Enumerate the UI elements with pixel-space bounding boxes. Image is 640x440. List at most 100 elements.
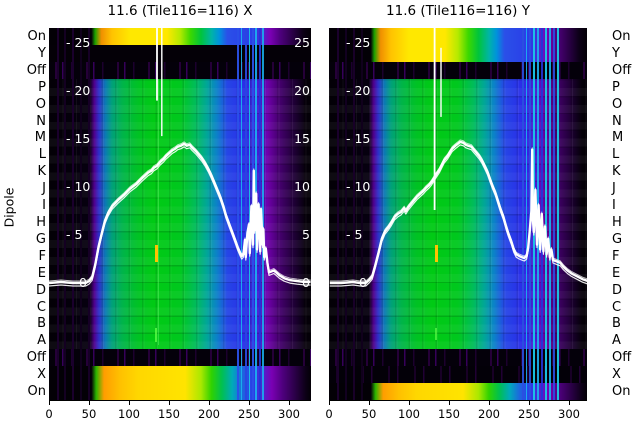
heatmap-band-hot2 (49, 366, 311, 400)
inner-tick-left-0: 0 (79, 275, 87, 290)
x-tick-label-300: 300 (278, 407, 300, 421)
x-axis-spine-x (49, 400, 311, 401)
heatmap-mark-1 (435, 328, 437, 340)
x-axis-spine-y (329, 400, 587, 401)
x-tick-250 (249, 401, 250, 405)
row-label-right-l-7: L (612, 147, 620, 163)
x-tick-100 (409, 401, 410, 405)
x-tick-200 (489, 401, 490, 405)
inner-tick-left-20: - 20 (346, 83, 371, 98)
inner-tick-right-5: 5 (302, 227, 310, 242)
row-label-right-x-20: X (612, 367, 621, 383)
inner-tick-left-5: - 5 (346, 227, 363, 242)
inner-tick-left-15: - 15 (346, 131, 371, 146)
row-label-right-o-4: O (612, 96, 623, 112)
row-label-right-m-6: M (612, 130, 624, 146)
heatmap-panel-x: - 25 25 - 20 20 - 15 15 - 10 10 - 5 5 0 0 (49, 28, 311, 400)
inner-tick-left-15: - 15 (66, 131, 91, 146)
row-label-left-d-15: D (35, 282, 46, 298)
row-label-right-a-18: A (612, 333, 621, 349)
inner-tick-right-0: 0 (302, 275, 310, 290)
row-label-left-e-14: E (37, 265, 46, 281)
row-label-left-n-5: N (36, 113, 46, 129)
row-label-left-b-17: B (37, 316, 46, 332)
x-tick-label-100: 100 (118, 407, 140, 421)
heatmap-stripe-7 (245, 28, 247, 400)
row-label-left-c-16: C (36, 299, 46, 315)
row-label-right-j-9: J (612, 181, 616, 197)
inner-tick-left-20: - 20 (66, 83, 91, 98)
x-tick-label-50: 50 (81, 407, 97, 421)
row-label-left-y-1: Y (38, 45, 46, 61)
heatmap-stripe-5 (237, 28, 239, 400)
row-label-left-k-8: K (37, 164, 46, 180)
row-label-right-on-0: On (612, 29, 631, 44)
heatmap-stripe-1 (345, 28, 347, 400)
x-tick-label-0: 0 (325, 407, 333, 421)
heatmap-stripe-8 (248, 28, 250, 400)
heatmap-stripe-4 (88, 28, 90, 400)
curve-strand (49, 146, 311, 287)
row-label-left-f-13: F (38, 248, 46, 264)
inner-tick-left-5: - 5 (66, 227, 83, 242)
heatmap-mark-1 (158, 79, 160, 345)
inner-tick-right-25: 25 (294, 35, 310, 50)
row-label-left-h-11: H (36, 215, 46, 230)
heatmap-band-hot (329, 28, 587, 62)
x-tick-0 (329, 401, 330, 405)
x-tick-250 (529, 401, 530, 405)
heatmap-stripe-3 (80, 28, 82, 400)
x-tick-label-150: 150 (158, 407, 180, 421)
row-label-right-y-1: Y (612, 45, 620, 61)
power-curve-y (329, 28, 587, 287)
heatmap-panel-y: - 25 - 20 - 15 - 10 - 5 0 (329, 28, 587, 400)
right-panel-title: 11.6 (Tile116=116) Y (386, 3, 530, 19)
x-tick-label-0: 0 (45, 407, 53, 421)
row-label-left-i-10: I (42, 198, 46, 213)
heatmap-stripe-13 (556, 28, 559, 400)
x-tick-0 (49, 401, 50, 405)
heatmap-stripe-12 (262, 28, 264, 400)
curve-strand (329, 144, 587, 287)
row-label-left-j-9: J (42, 181, 46, 197)
row-label-left-a-18: A (37, 333, 46, 349)
curve-strand (329, 140, 587, 285)
heatmap-stripe-6 (240, 28, 242, 400)
row-label-left-x-20: X (37, 367, 46, 383)
inner-tick-left-10: - 10 (346, 179, 371, 194)
curve-strand (49, 142, 311, 285)
row-label-right-b-17: B (612, 316, 621, 332)
power-curve-x (49, 28, 311, 287)
row-label-right-f-13: F (612, 248, 620, 264)
row-label-right-n-5: N (612, 113, 622, 129)
x-tick-label-300: 300 (558, 407, 580, 421)
heatmap-stripe-10 (545, 28, 547, 400)
row-label-left-o-4: O (35, 96, 46, 112)
x-tick-label-200: 200 (478, 407, 500, 421)
x-tick-300 (289, 401, 290, 405)
curve-strand (49, 141, 311, 282)
row-label-left-on-21: On (27, 384, 46, 399)
inner-tick-right-10: 10 (294, 179, 310, 194)
inner-tick-left-10: - 10 (66, 179, 91, 194)
row-label-right-off-19: Off (612, 350, 632, 366)
row-label-right-e-14: E (612, 265, 621, 281)
inner-tick-left-0: 0 (359, 275, 367, 290)
x-tick-label-150: 150 (438, 407, 460, 421)
row-label-left-m-6: M (34, 130, 46, 146)
heatmap-mark-0 (155, 245, 158, 262)
heatmap-stripe-2 (72, 28, 74, 400)
row-label-left-on-0: On (27, 29, 46, 44)
x-tick-200 (209, 401, 210, 405)
x-tick-300 (569, 401, 570, 405)
inner-tick-right-15: 15 (294, 131, 310, 146)
heatmap-stripe-6 (529, 28, 531, 400)
heatmap-stripe-0 (337, 28, 339, 400)
heatmap-stripe-0 (57, 28, 59, 400)
row-label-right-k-8: K (612, 164, 621, 180)
heatmap-stripe-3 (361, 28, 363, 400)
inner-tick-left-25: - 25 (346, 35, 371, 50)
heatmap-mark-0 (435, 245, 438, 262)
x-tick-150 (449, 401, 450, 405)
heatmap-stripe-5 (525, 28, 527, 400)
